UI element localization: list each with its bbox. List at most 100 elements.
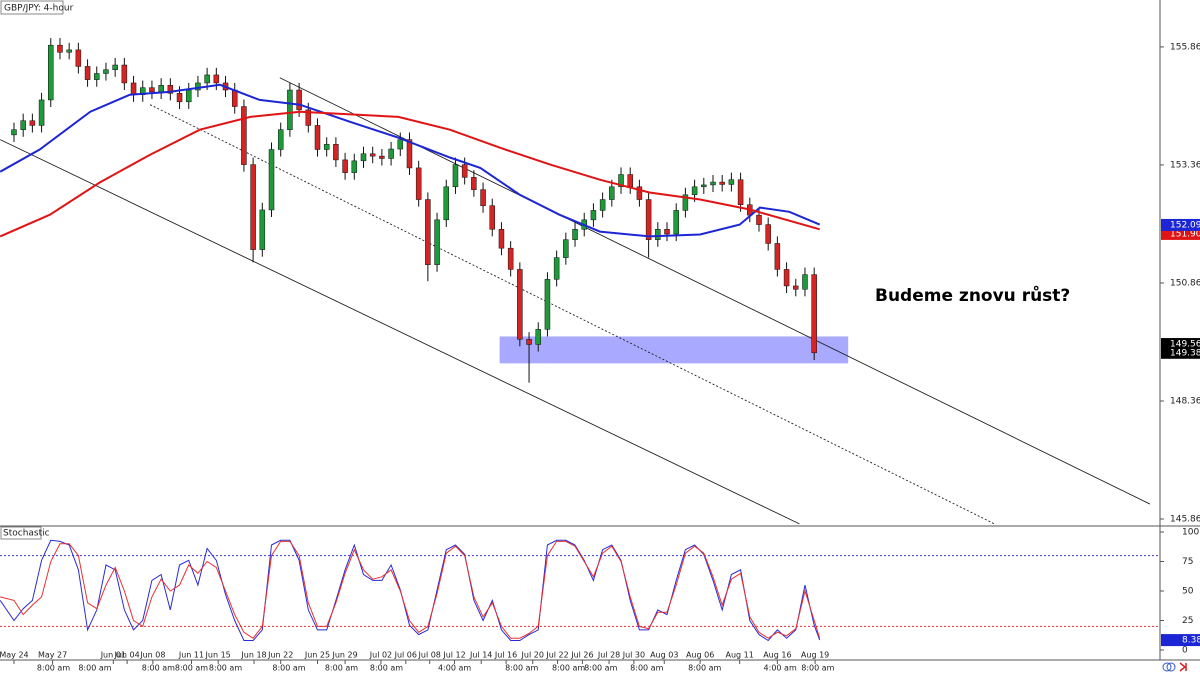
candle-body — [231, 89, 238, 107]
candle-body — [379, 155, 385, 159]
candle-body — [737, 179, 744, 205]
candle-body — [701, 184, 707, 188]
y-tick-label: 145.863 — [1170, 515, 1200, 525]
candle-body — [461, 164, 468, 178]
candle-body — [719, 181, 725, 185]
candle-body — [480, 189, 486, 206]
chart-title: GBP/JPY: 4-hour — [4, 4, 74, 14]
x-tick-label: Jul 16 — [494, 651, 517, 660]
time-tick-label: 4:00 am — [438, 664, 471, 673]
x-tick-label: Jun 29 — [331, 651, 357, 660]
x-tick-label: Jul 26 — [570, 651, 593, 660]
candle-body — [167, 85, 174, 94]
time-tick-label: 8:00 am — [78, 664, 111, 673]
price-tag-label: 149.384 — [1170, 348, 1200, 358]
candle-body — [793, 285, 799, 290]
title-box — [0, 0, 64, 15]
candle-body — [415, 167, 422, 200]
candle-body — [553, 257, 560, 280]
candle-body — [517, 269, 523, 340]
icon — [1162, 662, 1172, 672]
zone — [499, 336, 849, 364]
candle-body — [655, 229, 661, 240]
candle-body — [691, 186, 698, 196]
candle-body — [498, 229, 505, 249]
icon — [1166, 662, 1176, 672]
candle-body — [434, 219, 440, 265]
candle-body — [535, 329, 541, 345]
candle-body — [572, 229, 578, 240]
candle-body — [121, 64, 128, 84]
time-tick-label: 4:00 am — [764, 664, 797, 673]
candle-body — [268, 149, 275, 211]
candle-body — [38, 99, 45, 126]
candle-body — [590, 210, 597, 221]
candle-body — [802, 274, 808, 290]
candle-body — [11, 129, 17, 136]
price-tag — [1161, 218, 1200, 231]
x-tick-label: Aug 11 — [725, 651, 753, 660]
x-tick-label: Aug 16 — [763, 651, 791, 660]
x-tick-label: May 24 — [0, 651, 29, 660]
candle-body — [783, 269, 790, 287]
y-tick-label: 155.863 — [1170, 42, 1200, 52]
y-tick-label: 75 — [1182, 557, 1193, 567]
x-tick-label: Jun 25 — [304, 651, 330, 660]
candle-body — [406, 139, 413, 169]
candle-body — [314, 125, 321, 150]
indicator-title: Stochastic — [3, 529, 50, 539]
x-tick-label: Jun 18 — [240, 651, 266, 660]
time-tick-label: 8:00 am — [325, 664, 358, 673]
price-tag-label: 151.902 — [1170, 229, 1200, 239]
candle-body — [544, 279, 551, 330]
candle-body — [204, 74, 210, 84]
price-tag-label: 152.092 — [1170, 220, 1200, 230]
candle-body — [728, 179, 735, 185]
time-tick-label: 8:00 am — [552, 664, 585, 673]
candle-body — [29, 120, 36, 126]
candle-body — [130, 82, 137, 95]
candle-body — [636, 186, 643, 200]
y-tick-label: 148.363 — [1170, 396, 1200, 406]
trend-line — [0, 139, 800, 525]
value-tag — [1161, 634, 1200, 647]
x-tick-label: Aug 19 — [801, 651, 829, 660]
corner-icons — [1162, 662, 1187, 672]
x-tick-label: Jul 20 — [521, 651, 544, 660]
candle-body — [673, 210, 679, 235]
price-tag-label: 149.569 — [1170, 340, 1200, 350]
candle-body — [811, 274, 817, 354]
candle-body — [250, 164, 256, 250]
candle-body — [296, 89, 302, 111]
candle-body — [158, 85, 164, 93]
x-tick-label: Jul 06 — [394, 651, 417, 660]
candle-body — [618, 174, 624, 188]
x-tick-label: Jun 04 — [113, 651, 139, 660]
candle-body — [185, 89, 192, 103]
candle-body — [443, 186, 450, 221]
x-tick-label: Jun 08 — [139, 651, 165, 660]
candle-body — [452, 164, 459, 188]
x-tick-label: Jul 14 — [469, 651, 492, 660]
candle-body — [627, 174, 633, 188]
candle-body — [57, 44, 63, 53]
candle-body — [609, 186, 615, 200]
time-tick-label: 8:00 am — [272, 664, 305, 673]
value-tag-label: 8.38 — [1182, 636, 1200, 646]
candle-body — [351, 160, 358, 173]
annotation: Budeme znovu růst? — [875, 284, 1070, 306]
x-tick-label: May 27 — [38, 651, 67, 660]
candle-body — [149, 87, 155, 93]
candle-body — [471, 177, 477, 190]
time-tick-label: 8:00 am — [142, 664, 175, 673]
candle-body — [360, 153, 367, 162]
trend-line — [149, 104, 995, 525]
time-tick-label: 8:00 am — [505, 664, 538, 673]
x-tick-label: Jul 30 — [622, 651, 645, 660]
candle-body — [599, 199, 606, 211]
y-tick-label: 153.363 — [1170, 160, 1200, 170]
x-tick-label: Jun 11 — [178, 651, 204, 660]
candle-body — [342, 159, 348, 173]
candle-body — [710, 181, 716, 186]
